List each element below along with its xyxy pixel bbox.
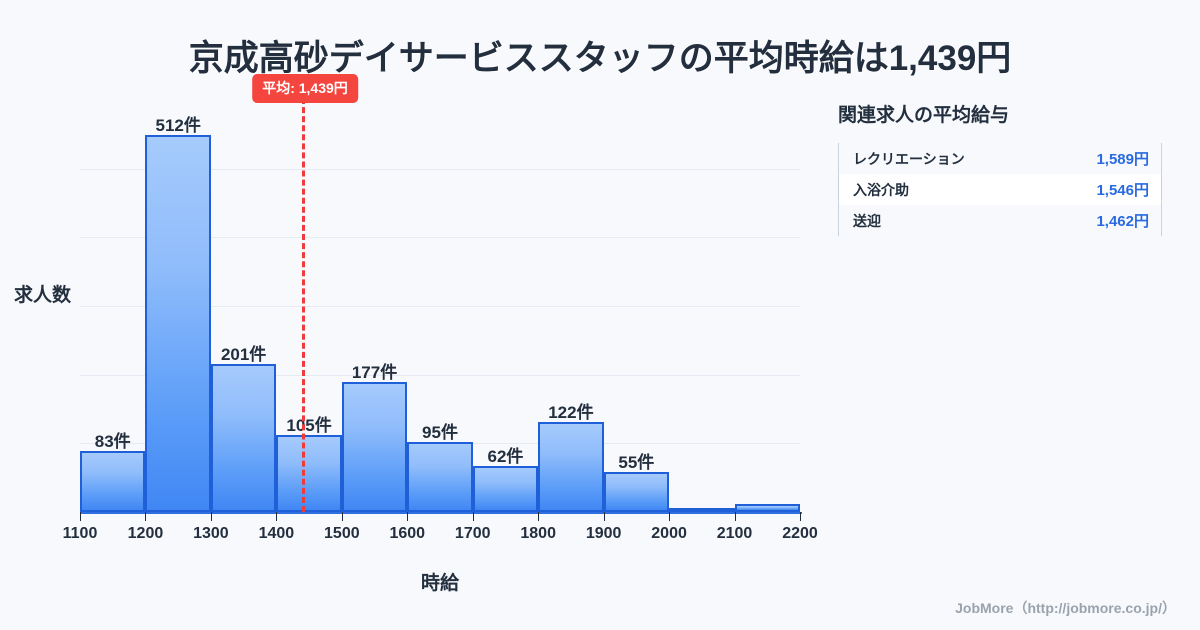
- x-axis-tick-label: 2000: [651, 525, 687, 542]
- bar: [276, 435, 342, 512]
- bar-value-label: 83件: [94, 432, 131, 451]
- bar-value-label: 122件: [548, 403, 594, 422]
- x-axis-line: [80, 512, 802, 514]
- x-axis-tick-label: 1200: [127, 525, 164, 542]
- x-axis-tick-label: 1400: [258, 525, 295, 542]
- x-axis-tick-label: 1900: [585, 525, 622, 542]
- bar: [472, 466, 539, 512]
- average-line: 平均: 1,439円: [252, 74, 358, 512]
- x-axis-tick: [538, 512, 540, 521]
- related-job-name: 送迎: [853, 212, 881, 229]
- x-axis-tick-label: 1500: [324, 525, 360, 542]
- x-axis-tick: [341, 512, 343, 521]
- bar: [734, 504, 800, 512]
- bar-value-label: 512件: [155, 116, 201, 135]
- x-axis-tick: [276, 512, 278, 521]
- x-axis-tick-label: 1100: [62, 525, 98, 542]
- x-axis-tick: [734, 512, 736, 521]
- x-axis-tick: [603, 512, 605, 521]
- related-job-name: 入浴介助: [853, 181, 909, 198]
- bar-value-label: 62件: [487, 447, 524, 466]
- x-axis-tick-label: 2100: [716, 525, 753, 542]
- gridline: [80, 237, 800, 238]
- bar: [341, 382, 408, 512]
- table-row: レクリエーション 1,589円: [839, 143, 1161, 174]
- bar: [669, 508, 735, 512]
- related-salary-heading: 関連求人の平均給与: [838, 105, 1010, 126]
- average-badge: 平均: 1,439円: [252, 74, 358, 103]
- bar-value-label: 95件: [422, 423, 458, 442]
- x-axis-tick-label: 2200: [782, 525, 818, 542]
- bar-value-label: 177件: [351, 363, 398, 382]
- x-axis-tick: [145, 512, 147, 521]
- gridline: [80, 375, 800, 376]
- x-axis-tick: [669, 512, 671, 521]
- related-salary-panel: 関連求人の平均給与 レクリエーション 1,589円入浴介助 1,546円送迎 1,46…: [838, 100, 1168, 236]
- related-job-name: レクリエーション: [853, 150, 965, 167]
- x-axis-tick-label: 1700: [454, 525, 491, 542]
- bar-value-label: 105件: [286, 416, 332, 435]
- table-row: 送迎 1,462円: [839, 205, 1161, 236]
- bar: [407, 442, 473, 512]
- gridline: [80, 306, 800, 307]
- gridline: [80, 169, 800, 170]
- x-axis-tick: [472, 512, 474, 521]
- x-axis-tick: [407, 512, 409, 521]
- related-salary-table: レクリエーション 1,589円入浴介助 1,546円送迎 1,462円: [838, 143, 1162, 236]
- x-axis-tick: [800, 512, 801, 521]
- x-axis-title: 時給: [420, 573, 459, 594]
- footer-attribution: JobMore（http://jobmore.co.jp/）: [955, 600, 1176, 616]
- x-axis-tick-label: 1800: [520, 525, 556, 542]
- x-axis-tick: [80, 512, 81, 521]
- related-job-salary: 1,462円: [1096, 213, 1149, 230]
- bar: [538, 422, 604, 512]
- related-job-salary: 1,546円: [1096, 182, 1149, 199]
- histogram-chart: 求人数 時給 83件 512件 201件 105件 177件 95件 62件 122件 55件 …: [0, 74, 830, 594]
- x-axis-tick-label: 1600: [389, 525, 426, 542]
- x-axis-tick: [210, 512, 212, 521]
- y-axis-title: 求人数: [14, 285, 72, 306]
- bar: [603, 472, 670, 512]
- bar: [145, 135, 211, 512]
- x-axis-tick-label: 1300: [193, 525, 229, 542]
- bar-value-label: 201件: [220, 345, 267, 364]
- bar: [210, 364, 277, 512]
- page-title: 京成高砂デイサービススタッフの平均時給は1,439円: [188, 39, 1012, 78]
- related-job-salary: 1,589円: [1096, 151, 1149, 168]
- bar-value-label: 55件: [618, 453, 655, 472]
- bar: [80, 451, 146, 512]
- plot-area: 83件 512件 201件 105件 177件 95件 62件 122件 55件 1100 120…: [63, 74, 818, 542]
- table-row: 入浴介助 1,546円: [839, 174, 1161, 205]
